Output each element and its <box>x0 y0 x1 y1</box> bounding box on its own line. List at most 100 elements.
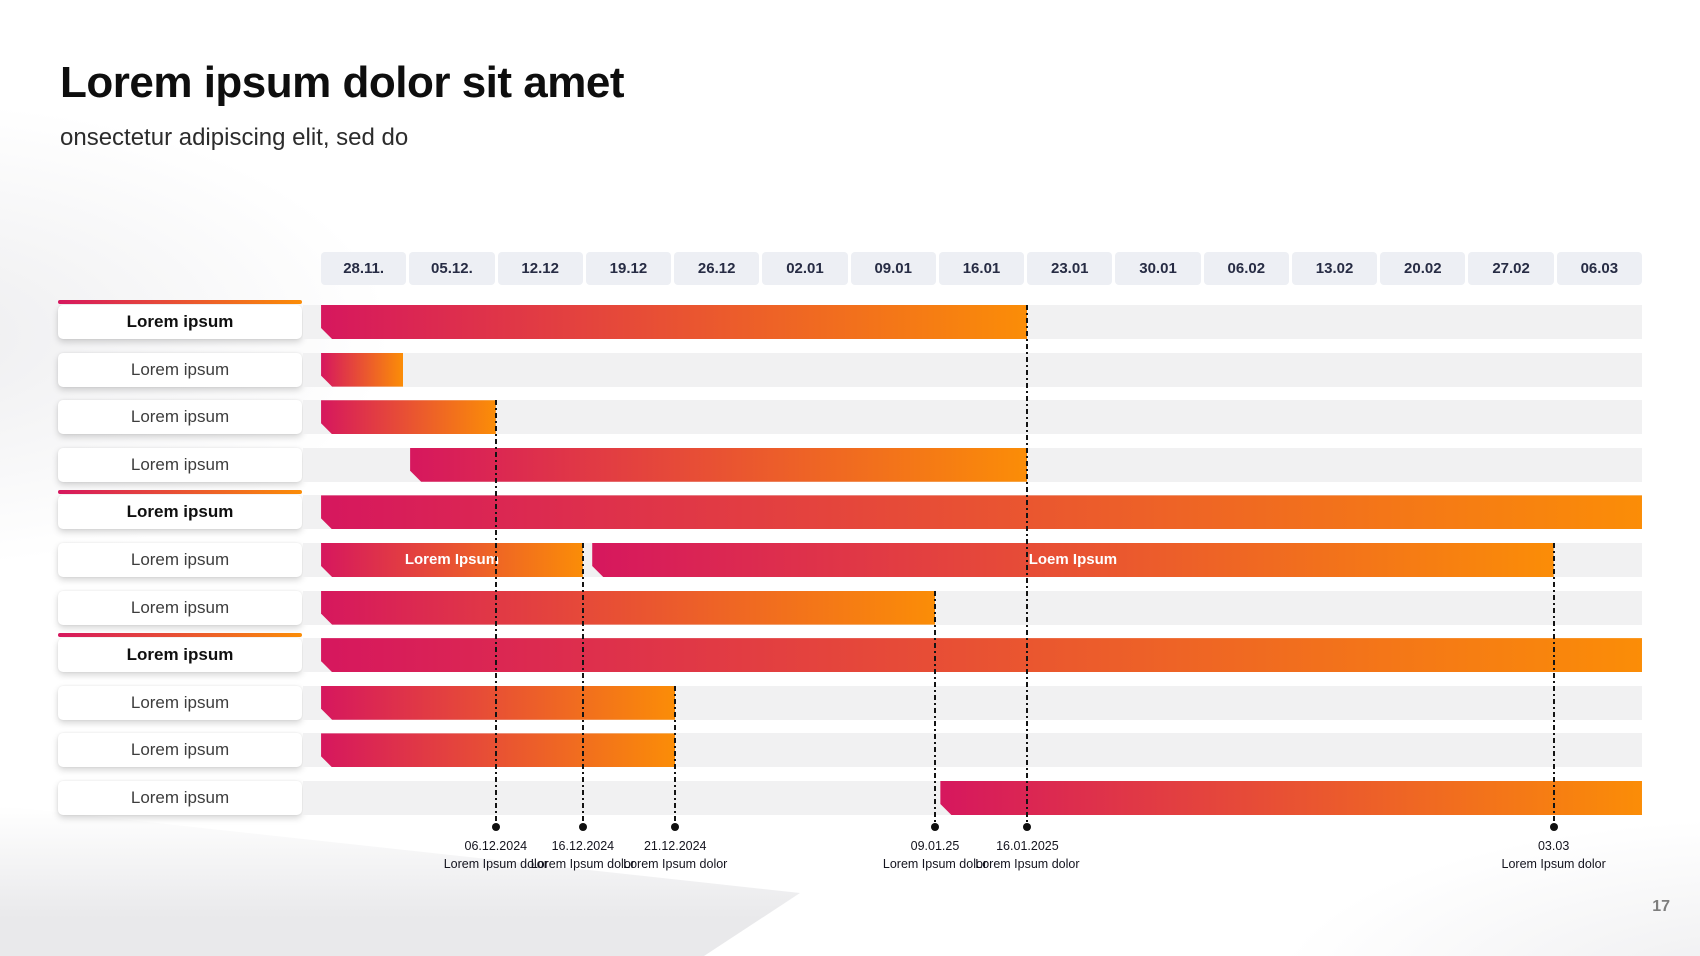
milestone-date: 03.03 <box>1537 839 1570 853</box>
page-number: 17 <box>1652 898 1670 915</box>
page-subtitle: onsectetur adipiscing elit, sed do <box>60 124 409 151</box>
milestone-dot <box>1023 823 1032 831</box>
timeline-tick: 20.02 <box>1380 252 1466 285</box>
row-label-card: Lorem ipsum <box>58 590 302 625</box>
gantt-chart: 28.11. 05.12. 12.12 19.12 26.12 02.01 09.01 16.… <box>58 252 1642 871</box>
bar-label: Loem Ipsum <box>1028 551 1118 569</box>
row-label: Lorem ipsum <box>130 787 230 807</box>
milestone-label: 21.12.2024 Lorem Ipsum dolor <box>623 837 727 873</box>
row-track: Lorem Ipsum Loem Ipsum <box>303 542 1642 577</box>
timeline-tick: 26.12 <box>674 252 760 285</box>
gantt-bar <box>321 686 675 720</box>
row-label: Lorem ipsum <box>130 454 230 474</box>
row-label: Lorem ipsum <box>126 502 234 522</box>
row-label-card: Lorem ipsum <box>58 447 302 482</box>
row-track <box>303 495 1642 530</box>
timeline-tick: 16.01 <box>938 252 1025 285</box>
timeline-tick: 09.01 <box>850 252 936 285</box>
timeline-tick: 23.01 <box>1027 252 1113 285</box>
milestone-dot <box>491 823 500 831</box>
milestone-text: Lorem Ipsum dolor <box>623 857 728 872</box>
row-label: Lorem ipsum <box>130 407 230 427</box>
timeline-header-cells: 28.11. 05.12. 12.12 19.12 26.12 02.01 09.01 16.… <box>303 252 1642 285</box>
gantt-bar <box>321 495 1642 529</box>
milestone-text: Lorem Ipsum dolor <box>1501 857 1606 872</box>
milestone-label: 16.01.2025 Lorem Ipsum dolor <box>975 837 1079 873</box>
row-label-card: Lorem ipsum <box>58 352 302 387</box>
page-title: Lorem ipsum dolor sit amet <box>60 58 624 107</box>
gantt-bar <box>321 733 675 767</box>
row-track <box>303 590 1642 625</box>
milestone-label: 09.01.25 Lorem Ipsum dolor <box>883 837 987 873</box>
row-label: Lorem ipsum <box>130 549 230 569</box>
row-label-card: Lorem ipsum <box>58 300 302 339</box>
row-label-card: Lorem ipsum <box>58 542 302 577</box>
row-label: Lorem ipsum <box>130 692 230 712</box>
row-label: Lorem ipsum <box>130 740 230 760</box>
timeline-tick: 30.01 <box>1115 252 1201 285</box>
timeline-tick: 02.01 <box>762 252 848 285</box>
timeline-tick: 19.12 <box>585 252 672 285</box>
gantt-bar <box>321 305 1027 339</box>
timeline-tick: 06.03 <box>1556 252 1642 285</box>
timeline-tick: 28.11. <box>321 252 407 285</box>
gantt-row: Lorem ipsum <box>58 685 1642 720</box>
milestone-date: 21.12.2024 <box>643 839 707 853</box>
milestone-date: 06.12.2024 <box>464 839 528 853</box>
row-label-card: Lorem ipsum <box>58 400 302 435</box>
row-track <box>303 780 1642 815</box>
timeline-tick: 12.12 <box>497 252 583 285</box>
row-label: Lorem ipsum <box>126 645 234 665</box>
milestone-text: Lorem Ipsum dolor <box>882 857 988 872</box>
gantt-row: Lorem ipsum <box>58 633 1642 673</box>
gantt-bar: Lorem Ipsum <box>321 543 583 577</box>
gantt-bar <box>321 638 1642 672</box>
row-label-card: Lorem ipsum <box>58 633 302 673</box>
row-track <box>303 733 1642 768</box>
header-spacer <box>58 252 303 285</box>
gantt-row: Lorem ipsum Lorem Ipsum Loem Ipsum <box>58 542 1642 577</box>
milestone-label: 03.03 Lorem Ipsum dolor <box>1502 837 1606 873</box>
timeline-tick: 13.02 <box>1291 252 1378 285</box>
row-track <box>303 305 1642 339</box>
gantt-bar <box>321 591 935 625</box>
gantt-bar <box>321 353 403 387</box>
timeline-tick: 27.02 <box>1468 252 1554 285</box>
gantt-row: Lorem ipsum <box>58 590 1642 625</box>
milestone-date: 16.01.2025 <box>996 839 1059 853</box>
row-label-card: Lorem ipsum <box>58 490 302 530</box>
row-label: Lorem ipsum <box>130 597 230 617</box>
row-label: Lorem ipsum <box>126 312 234 331</box>
milestone-dot <box>578 823 587 831</box>
milestone-dot <box>931 823 939 831</box>
gantt-bar <box>940 781 1642 815</box>
bar-label: Lorem Ipsum <box>404 551 500 569</box>
gantt-rows: Lorem ipsum Lorem ipsum Lorem ipsum Lorem i… <box>58 300 1642 815</box>
milestone-dot <box>1549 823 1558 831</box>
gantt-row: Lorem ipsum <box>58 733 1642 768</box>
gantt-row: Lorem ipsum <box>58 400 1642 435</box>
gantt-bar <box>410 448 1027 482</box>
row-track <box>303 638 1642 673</box>
gantt-row: Lorem ipsum <box>58 490 1642 530</box>
milestone-date: 09.01.25 <box>910 839 960 853</box>
gantt-row: Lorem ipsum <box>58 352 1642 387</box>
timeline-tick: 05.12. <box>409 252 495 285</box>
gantt-row: Lorem ipsum <box>58 447 1642 482</box>
row-track <box>303 447 1642 482</box>
timeline-tick: 06.02 <box>1203 252 1289 285</box>
gantt-row: Lorem ipsum <box>58 300 1642 339</box>
milestone-text: Lorem Ipsum dolor <box>975 857 1080 872</box>
milestone-dot <box>671 823 680 831</box>
gantt-row: Lorem ipsum <box>58 780 1642 815</box>
row-label-card: Lorem ipsum <box>58 780 302 815</box>
row-label-card: Lorem ipsum <box>58 685 302 720</box>
gantt-bar: Loem Ipsum <box>592 543 1553 577</box>
row-track <box>303 352 1642 387</box>
row-track <box>303 400 1642 435</box>
row-track <box>303 685 1642 720</box>
milestone-date: 16.12.2024 <box>551 839 615 853</box>
timeline-header: 28.11. 05.12. 12.12 19.12 26.12 02.01 09.01 16.… <box>58 252 1642 285</box>
gantt-bar <box>321 400 496 434</box>
